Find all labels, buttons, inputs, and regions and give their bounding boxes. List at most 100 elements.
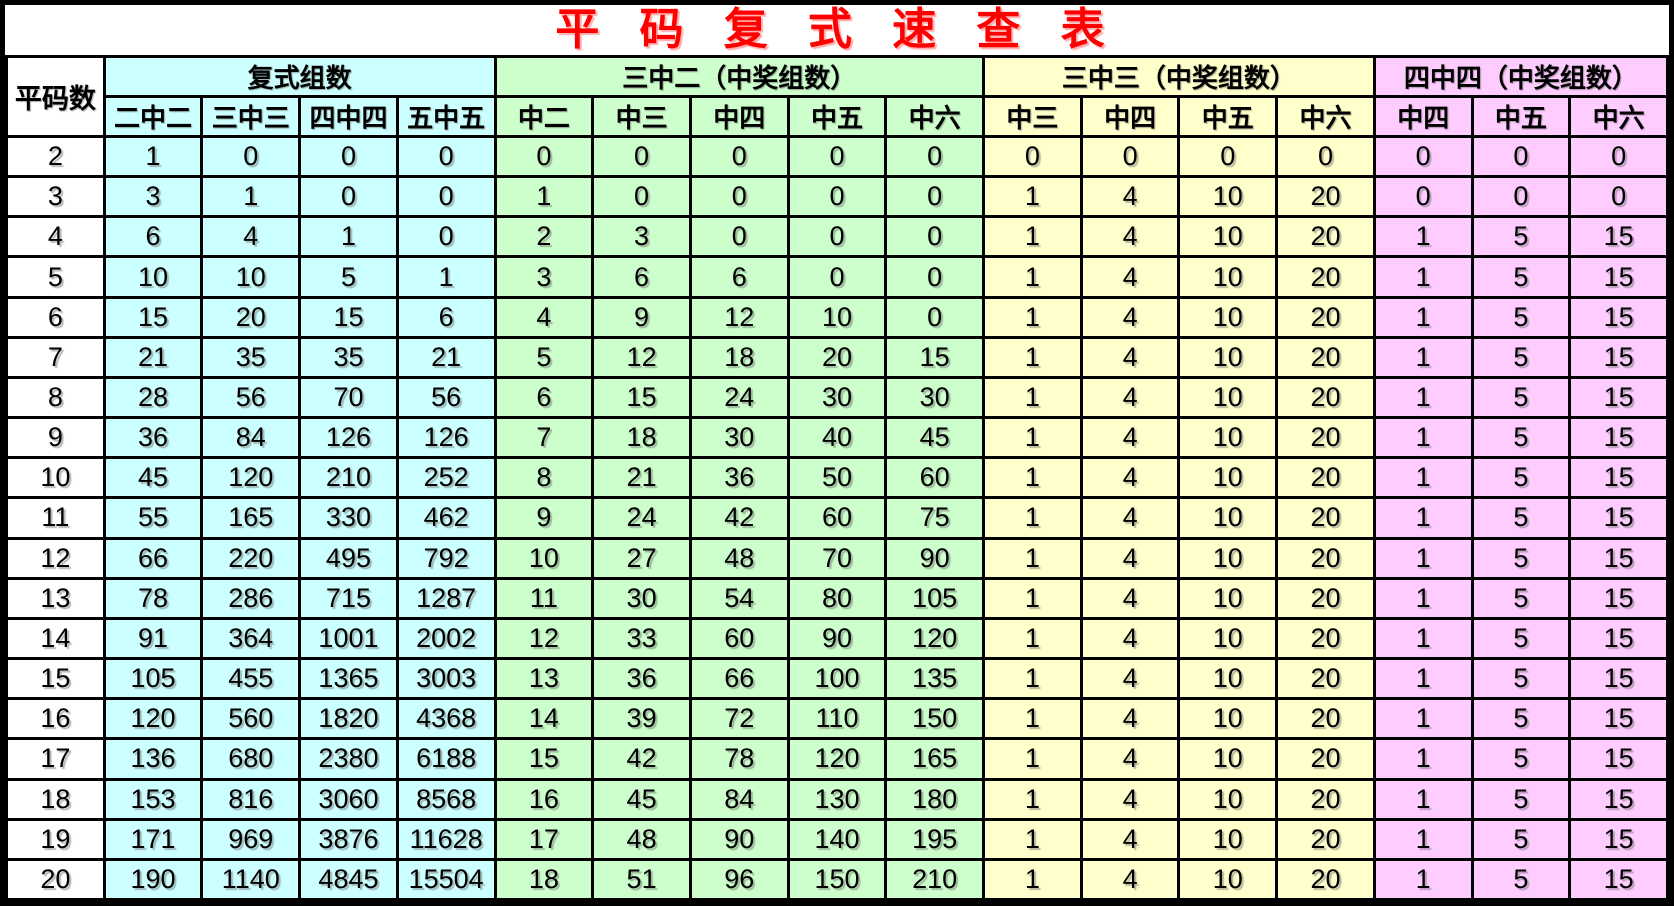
table-cell: 120 bbox=[200, 456, 302, 500]
table-cell: 78 bbox=[688, 737, 790, 781]
table-cell: 5 bbox=[1470, 817, 1572, 861]
table-cell: 15 bbox=[298, 295, 399, 339]
table-cell: 56 bbox=[200, 375, 302, 420]
table-row: 12 66 220 495 792 10 27 48 70 90 1 4 10 20 1 5 15 bbox=[5, 536, 1669, 580]
table-cell: 153 bbox=[102, 777, 204, 821]
table-row: 15 105 455 1365 3003 13 36 66 100 135 1 4 10 20 1 5 15 bbox=[5, 657, 1669, 701]
table-cell: 60 bbox=[786, 496, 888, 540]
table-cell: 51 bbox=[591, 857, 692, 902]
table-cell: 1 bbox=[1372, 817, 1474, 861]
table-cell: 4 bbox=[1079, 215, 1181, 259]
table-cell: 36 bbox=[688, 456, 790, 500]
table-cell: 210 bbox=[884, 857, 986, 902]
table-cell: 21 bbox=[395, 335, 497, 379]
table-cell: 72 bbox=[688, 697, 790, 741]
table-cell: 20 bbox=[1275, 496, 1376, 540]
table-cell: 286 bbox=[200, 576, 302, 620]
table-cell: 171 bbox=[102, 817, 204, 861]
table-cell: 45 bbox=[884, 416, 986, 460]
table-cell: 5 bbox=[1470, 255, 1572, 299]
table-cell: 20 bbox=[1275, 536, 1376, 580]
table-cell: 210 bbox=[298, 456, 399, 500]
table-cell: 11 bbox=[493, 576, 595, 620]
table-cell: 1140 bbox=[200, 857, 302, 902]
table-row: 20 190 1140 4845 15504 18 51 96 150 210 1 4 10 20 1 5 15 bbox=[5, 857, 1669, 902]
table-cell: 495 bbox=[298, 536, 399, 580]
table-cell: 45 bbox=[591, 777, 692, 821]
table-cell: 190 bbox=[102, 857, 204, 902]
table-row: 7 21 35 35 21 5 12 18 20 15 1 4 10 20 1 5 15 bbox=[5, 335, 1669, 379]
table-cell: 20 bbox=[200, 295, 302, 339]
title-bar: 平 码 复 式 速 查 表 bbox=[5, 5, 1669, 55]
table-cell: 10 bbox=[1177, 777, 1279, 821]
table-cell: 180 bbox=[884, 777, 986, 821]
row-header-cell: 19 bbox=[5, 817, 106, 861]
table-cell: 15 bbox=[1568, 697, 1669, 741]
table-cell: 0 bbox=[1372, 175, 1474, 219]
table-cell: 15 bbox=[493, 737, 595, 781]
table-cell: 18 bbox=[688, 335, 790, 379]
table-cell: 5 bbox=[1470, 375, 1572, 420]
table-cell: 6 bbox=[591, 255, 692, 299]
sub-header: 五中五 bbox=[395, 95, 497, 138]
row-header-cell: 5 bbox=[5, 255, 106, 299]
table-cell: 136 bbox=[102, 737, 204, 781]
table-cell: 0 bbox=[395, 215, 497, 259]
table-cell: 0 bbox=[786, 255, 888, 299]
sub-header: 二中二 bbox=[102, 95, 204, 138]
table-cell: 91 bbox=[102, 616, 204, 661]
table-cell: 39 bbox=[591, 697, 692, 741]
table-cell: 18 bbox=[493, 857, 595, 902]
table-row: 19 171 969 3876 11628 17 48 90 140 195 1 4 10 20 1 5 15 bbox=[5, 817, 1669, 861]
table-cell: 15 bbox=[1568, 857, 1669, 902]
row-header-cell: 18 bbox=[5, 777, 106, 821]
table-cell: 110 bbox=[786, 697, 888, 741]
table-cell: 680 bbox=[200, 737, 302, 781]
table-cell: 3876 bbox=[298, 817, 399, 861]
table-cell: 10 bbox=[1177, 737, 1279, 781]
table-cell: 10 bbox=[1177, 616, 1279, 661]
group-header: 复式组数 bbox=[102, 55, 497, 98]
table-cell: 10 bbox=[1177, 416, 1279, 460]
table-cell: 120 bbox=[884, 616, 986, 661]
sub-header: 中五 bbox=[1177, 95, 1279, 138]
table-cell: 20 bbox=[1275, 576, 1376, 620]
table-cell: 17 bbox=[493, 817, 595, 861]
table-cell: 50 bbox=[786, 456, 888, 500]
table-cell: 6 bbox=[688, 255, 790, 299]
table-header: 平码数 复式组数 三中二（中奖组数） 三中三（中奖组数） 四中四（中奖组数） 二中二 三中三… bbox=[5, 55, 1670, 138]
table-cell: 1 bbox=[982, 215, 1083, 259]
table-cell: 90 bbox=[786, 616, 888, 661]
table-cell: 15 bbox=[1568, 657, 1669, 701]
table-cell: 15 bbox=[1568, 255, 1669, 299]
table-cell: 42 bbox=[688, 496, 790, 540]
table-cell: 4 bbox=[1079, 536, 1181, 580]
table-cell: 20 bbox=[1275, 255, 1376, 299]
table-cell: 0 bbox=[591, 134, 692, 179]
table-cell: 15 bbox=[102, 295, 204, 339]
table-cell: 1365 bbox=[298, 657, 399, 701]
table-cell: 1 bbox=[1372, 616, 1474, 661]
table-cell: 27 bbox=[591, 536, 692, 580]
table-cell: 0 bbox=[884, 215, 986, 259]
table-cell: 20 bbox=[786, 335, 888, 379]
table-cell: 1 bbox=[493, 175, 595, 219]
table-cell: 2002 bbox=[395, 616, 497, 661]
table-cell: 21 bbox=[591, 456, 692, 500]
table-cell: 105 bbox=[102, 657, 204, 701]
table-cell: 150 bbox=[786, 857, 888, 902]
table-cell: 1 bbox=[982, 657, 1083, 701]
table-cell: 10 bbox=[1177, 576, 1279, 620]
table-cell: 120 bbox=[102, 697, 204, 741]
table-cell: 5 bbox=[1470, 295, 1572, 339]
table-cell: 0 bbox=[786, 175, 888, 219]
table-cell: 5 bbox=[1470, 456, 1572, 500]
table-cell: 1 bbox=[1372, 536, 1474, 580]
group-header: 三中二（中奖组数） bbox=[493, 55, 986, 98]
table-cell: 21 bbox=[102, 335, 204, 379]
group-header: 四中四（中奖组数） bbox=[1372, 55, 1670, 98]
table-cell: 5 bbox=[1470, 697, 1572, 741]
table-cell: 0 bbox=[493, 134, 595, 179]
table-cell: 5 bbox=[493, 335, 595, 379]
row-header-cell: 3 bbox=[5, 175, 106, 219]
